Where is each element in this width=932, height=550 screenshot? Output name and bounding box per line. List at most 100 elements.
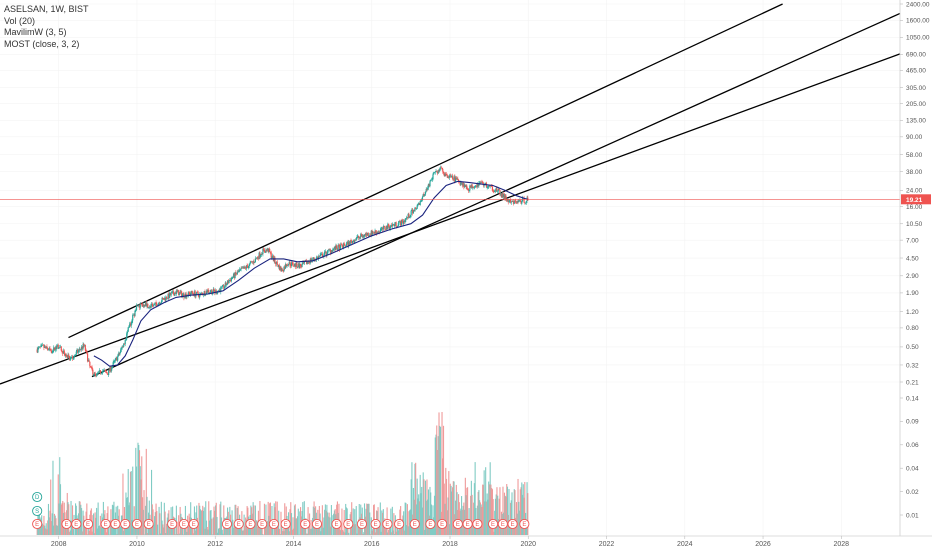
candle-body — [443, 173, 445, 177]
legend-vol[interactable]: Vol (20) — [4, 15, 36, 26]
event-marker-e[interactable]: E — [82, 518, 94, 530]
event-marker-e[interactable]: E — [120, 518, 131, 530]
event-marker-s[interactable]: S — [32, 505, 43, 517]
candle-body — [498, 189, 500, 191]
candle-body — [222, 285, 224, 286]
event-marker-circle — [425, 518, 436, 530]
price-tick-label: 58.00 — [906, 152, 923, 159]
candle-body — [355, 238, 357, 241]
event-marker-e[interactable]: E — [331, 518, 342, 530]
event-marker-e[interactable]: E — [370, 518, 381, 530]
event-marker-e[interactable]: E — [221, 518, 233, 530]
volume-bar — [155, 503, 157, 535]
volume-bar — [325, 510, 327, 535]
candle-body — [454, 176, 456, 182]
candle-body — [469, 185, 471, 191]
event-marker-e[interactable]: E — [452, 518, 463, 530]
candle-body — [496, 188, 498, 192]
event-marker-e[interactable]: E — [233, 518, 244, 530]
event-marker-e[interactable]: E — [497, 518, 508, 530]
event-marker-e[interactable]: E — [61, 518, 72, 530]
event-marker-e[interactable]: E — [257, 518, 268, 530]
candle-body — [274, 257, 276, 263]
price-tick-label: 0.21 — [906, 379, 919, 386]
event-marker-e[interactable]: E — [32, 518, 43, 530]
volume-bar — [426, 479, 428, 535]
event-marker-label: E — [456, 522, 460, 528]
candle-body — [412, 210, 415, 214]
event-marker-e[interactable]: E — [472, 518, 483, 530]
volume-tick-label: 0.06 — [906, 442, 919, 449]
candle-body — [144, 302, 147, 306]
candle-body — [131, 320, 133, 324]
event-marker-label: E — [147, 522, 151, 528]
event-marker-label: E — [315, 522, 319, 528]
event-marker-e[interactable]: E — [245, 518, 256, 530]
legend-mavilim[interactable]: MavilimW (3, 5) — [4, 27, 67, 37]
event-marker-e[interactable]: E — [394, 518, 405, 530]
volume-bar — [322, 527, 324, 535]
event-marker-e[interactable]: E — [131, 518, 143, 530]
candle-body — [165, 296, 167, 301]
event-marker-e[interactable]: E — [382, 518, 393, 530]
event-marker-e[interactable]: E — [178, 518, 189, 530]
candle-body — [410, 210, 412, 216]
event-marker-e[interactable]: E — [268, 518, 279, 530]
legend-symbol[interactable]: ASELSAN, 1W, BIST — [4, 4, 89, 14]
volume-bar — [348, 532, 350, 535]
legend-most[interactable]: MOST (close, 3, 2) — [4, 38, 80, 49]
event-marker-e[interactable]: E — [462, 518, 473, 530]
candle-body — [129, 323, 132, 326]
event-marker-d[interactable]: D — [32, 491, 43, 503]
event-marker-e[interactable]: E — [343, 518, 354, 530]
candle-body — [278, 265, 281, 271]
event-marker-e[interactable]: E — [437, 518, 448, 530]
event-marker-e[interactable]: E — [280, 518, 291, 530]
candle-body — [115, 357, 117, 359]
candle-body — [265, 249, 267, 253]
event-marker-e[interactable]: E — [110, 518, 121, 530]
candle-body — [107, 373, 109, 376]
volume-bar — [395, 531, 397, 535]
event-marker-e[interactable]: E — [71, 518, 82, 530]
event-marker-e[interactable]: E — [425, 518, 436, 530]
volume-bar — [88, 530, 90, 535]
volume-bar — [452, 481, 454, 535]
volume-bar — [41, 523, 43, 535]
event-marker-e[interactable]: E — [519, 518, 530, 530]
candle-body — [194, 291, 196, 297]
event-marker-e[interactable]: E — [300, 518, 311, 530]
candle-body — [507, 199, 509, 203]
volume-bar — [527, 493, 529, 535]
event-marker-e[interactable]: E — [100, 518, 111, 530]
candle-body — [167, 293, 169, 299]
candle-body — [394, 224, 396, 227]
event-marker-e[interactable]: E — [188, 518, 199, 530]
event-marker-e[interactable]: E — [507, 518, 518, 530]
volume-bar — [80, 504, 82, 535]
candle-body — [269, 251, 272, 253]
candle-body — [239, 269, 241, 270]
candle-body — [302, 262, 304, 265]
event-marker-e[interactable]: E — [356, 518, 368, 530]
volume-bar — [353, 524, 355, 535]
candle-body — [242, 267, 244, 269]
volume-bar — [443, 483, 445, 535]
volume-bar — [197, 525, 199, 535]
event-marker-e[interactable]: E — [311, 518, 323, 530]
candle-body — [84, 344, 86, 351]
volume-bar — [448, 471, 450, 535]
event-marker-e[interactable]: E — [167, 518, 178, 530]
event-marker-e[interactable]: E — [143, 518, 154, 530]
candle-body — [415, 208, 418, 210]
volume-bar — [466, 487, 468, 535]
event-marker-e[interactable]: E — [487, 518, 499, 530]
candle-body — [211, 290, 213, 295]
volume-bar — [362, 533, 364, 535]
candle-body — [170, 293, 172, 296]
candle-body — [40, 345, 42, 348]
event-marker-e[interactable]: E — [409, 518, 420, 530]
candle-body — [132, 314, 134, 321]
volume-bar — [126, 497, 128, 535]
